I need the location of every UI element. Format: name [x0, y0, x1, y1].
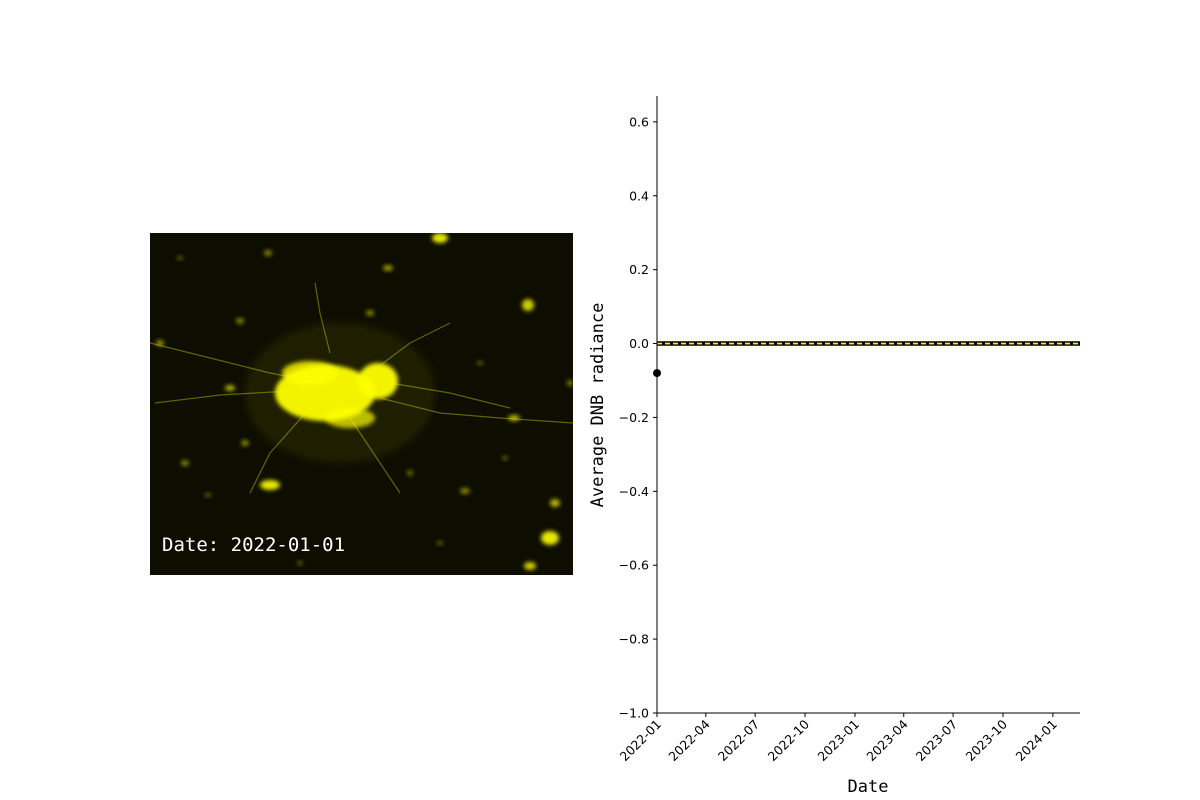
y-tick-label: −0.8	[619, 632, 649, 647]
light-patch	[524, 562, 536, 570]
plot-area	[653, 341, 1080, 378]
light-patch	[349, 417, 401, 494]
x-tick-label: 2022-01	[617, 717, 665, 765]
date-label: Date: 2022-01-01	[162, 534, 345, 556]
y-tick-label: −0.2	[619, 410, 649, 425]
y-tick-label: 0.0	[629, 336, 649, 351]
light-patch	[567, 380, 573, 386]
light-patch	[369, 322, 451, 374]
y-tick-label: −1.0	[619, 706, 649, 721]
light-patch	[477, 361, 483, 365]
light-patch	[177, 256, 183, 260]
light-patch	[389, 382, 511, 409]
x-axis-title: Date	[848, 777, 889, 797]
light-patch	[156, 340, 164, 346]
x-tick-label: 2022-10	[765, 716, 813, 764]
x-tick-label: 2023-04	[863, 716, 911, 764]
light-patch	[297, 561, 303, 565]
y-axis-title: Average DNB radiance	[588, 303, 608, 508]
light-patch	[314, 282, 331, 354]
light-patch	[437, 541, 443, 545]
light-patch	[383, 265, 393, 271]
y-tick-label: 0.2	[629, 262, 649, 277]
x-tick-label: 2023-10	[963, 716, 1011, 764]
light-patch	[225, 385, 235, 391]
light-patch	[366, 310, 374, 316]
x-tick-label: 2022-04	[665, 716, 713, 764]
x-ticks: 2022-01 2022-04 2022-07 2022-10 2023-01 2023-…	[617, 713, 1060, 764]
light-patch	[154, 390, 291, 404]
x-tick-label: 2024-01	[1012, 717, 1060, 765]
x-tick-label: 2022-07	[715, 717, 763, 765]
x-tick-label: 2023-07	[913, 717, 961, 765]
light-patch	[522, 299, 534, 311]
y-tick-label: 0.4	[629, 188, 649, 203]
y-tick-label: −0.4	[619, 484, 649, 499]
y-ticks: −1.0 −0.8 −0.6 −0.4 −0.2 0.0 0.2 0.4 0.6	[619, 114, 657, 721]
light-patch	[541, 531, 559, 545]
light-patch	[550, 499, 560, 507]
light-patch	[460, 488, 470, 494]
city-lights	[150, 233, 573, 570]
light-patch	[264, 250, 272, 256]
light-patch	[379, 397, 573, 424]
light-patch	[260, 480, 280, 490]
light-patch	[205, 493, 211, 497]
light-patch	[181, 460, 189, 466]
map-image: Date: 2022-01-01	[150, 233, 573, 575]
light-patch	[325, 408, 375, 428]
light-patch	[508, 415, 520, 421]
y-tick-label: −0.6	[619, 558, 649, 573]
light-patch	[241, 440, 249, 446]
light-patch	[432, 233, 448, 243]
light-patch	[358, 363, 398, 399]
light-patch	[502, 456, 508, 460]
light-patch	[249, 407, 311, 494]
light-patch	[407, 470, 413, 476]
light-patch	[236, 318, 244, 324]
y-tick-label: 0.6	[629, 114, 649, 129]
nighttime-lights-map: Date: 2022-01-01	[150, 233, 573, 575]
axes	[656, 96, 1080, 714]
light-patch	[282, 361, 338, 385]
x-tick-label: 2023-01	[815, 717, 863, 765]
